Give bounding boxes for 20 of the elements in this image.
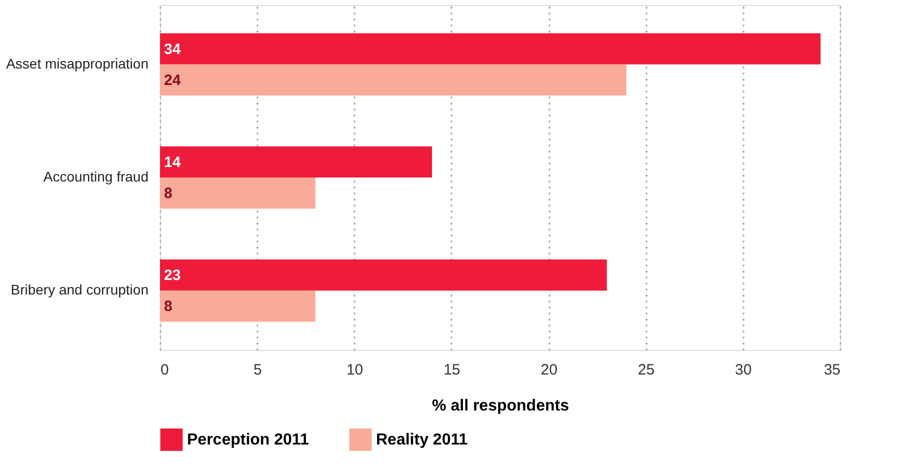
data-label: 8 [164, 185, 172, 202]
data-label: 24 [164, 72, 182, 89]
x-axis-title: % all respondents [432, 398, 570, 414]
x-tick-label: 20 [540, 362, 558, 378]
y-tick-label: Accounting fraud [43, 168, 148, 184]
y-tick-label: Asset misappropriation [6, 55, 148, 72]
y-tick-label: Bribery and corruption [10, 282, 148, 298]
x-tick-label: 10 [346, 362, 364, 378]
x-tick-label: 5 [253, 362, 262, 378]
x-tick-label: 35 [824, 362, 840, 378]
legend-label: Reality 2011 [376, 432, 468, 449]
data-label: 23 [164, 267, 181, 284]
legend-label: Perception 2011 [187, 432, 309, 449]
x-tick-label: 0 [160, 362, 169, 378]
x-tick-label: 30 [735, 362, 752, 378]
x-tick-label: 15 [444, 362, 460, 378]
x-tick-label: 25 [638, 362, 655, 378]
data-label: 34 [164, 40, 182, 58]
data-label: 14 [164, 154, 182, 171]
data-label: 8 [164, 298, 172, 316]
